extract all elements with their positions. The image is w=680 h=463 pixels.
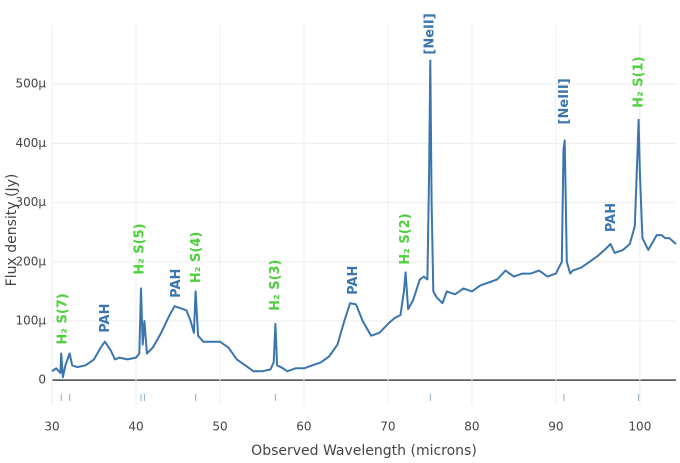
- y-tick-label: 200μ: [15, 254, 46, 268]
- x-tick-label: 100: [628, 420, 651, 434]
- line-annotation: H₂ S(5): [133, 223, 148, 274]
- line-annotation: [NeII]: [422, 13, 437, 54]
- x-tick-label: 80: [464, 420, 479, 434]
- line-annotation: [NeIII]: [557, 78, 572, 124]
- line-annotation: PAH: [98, 304, 113, 333]
- line-annotation: H₂ S(7): [55, 293, 70, 344]
- x-tick-label: 30: [44, 420, 59, 434]
- x-tick-label: 70: [380, 420, 395, 434]
- line-annotation: PAH: [346, 266, 361, 295]
- x-tick-label: 90: [548, 420, 563, 434]
- x-tick-label: 50: [212, 420, 227, 434]
- y-tick-label: 400μ: [15, 136, 46, 150]
- spectrum-line: [51, 59, 677, 379]
- y-tick-label: 300μ: [15, 195, 46, 209]
- x-tick-label: 40: [128, 420, 143, 434]
- line-annotation: H₂ S(2): [398, 213, 413, 264]
- y-tick-label: 0: [38, 373, 46, 387]
- line-annotation: PAH: [604, 203, 619, 232]
- x-axis-title: Observed Wavelength (microns): [251, 443, 477, 459]
- y-tick-label: 500μ: [15, 77, 46, 91]
- y-tick-label: 100μ: [15, 313, 46, 327]
- y-axis-title: Flux density (Jy): [4, 174, 20, 287]
- x-tick-label: 60: [296, 420, 311, 434]
- line-annotation: PAH: [169, 269, 184, 298]
- line-annotation: H₂ S(1): [632, 56, 647, 107]
- line-annotation: H₂ S(3): [268, 259, 283, 310]
- line-annotation: H₂ S(4): [189, 232, 204, 283]
